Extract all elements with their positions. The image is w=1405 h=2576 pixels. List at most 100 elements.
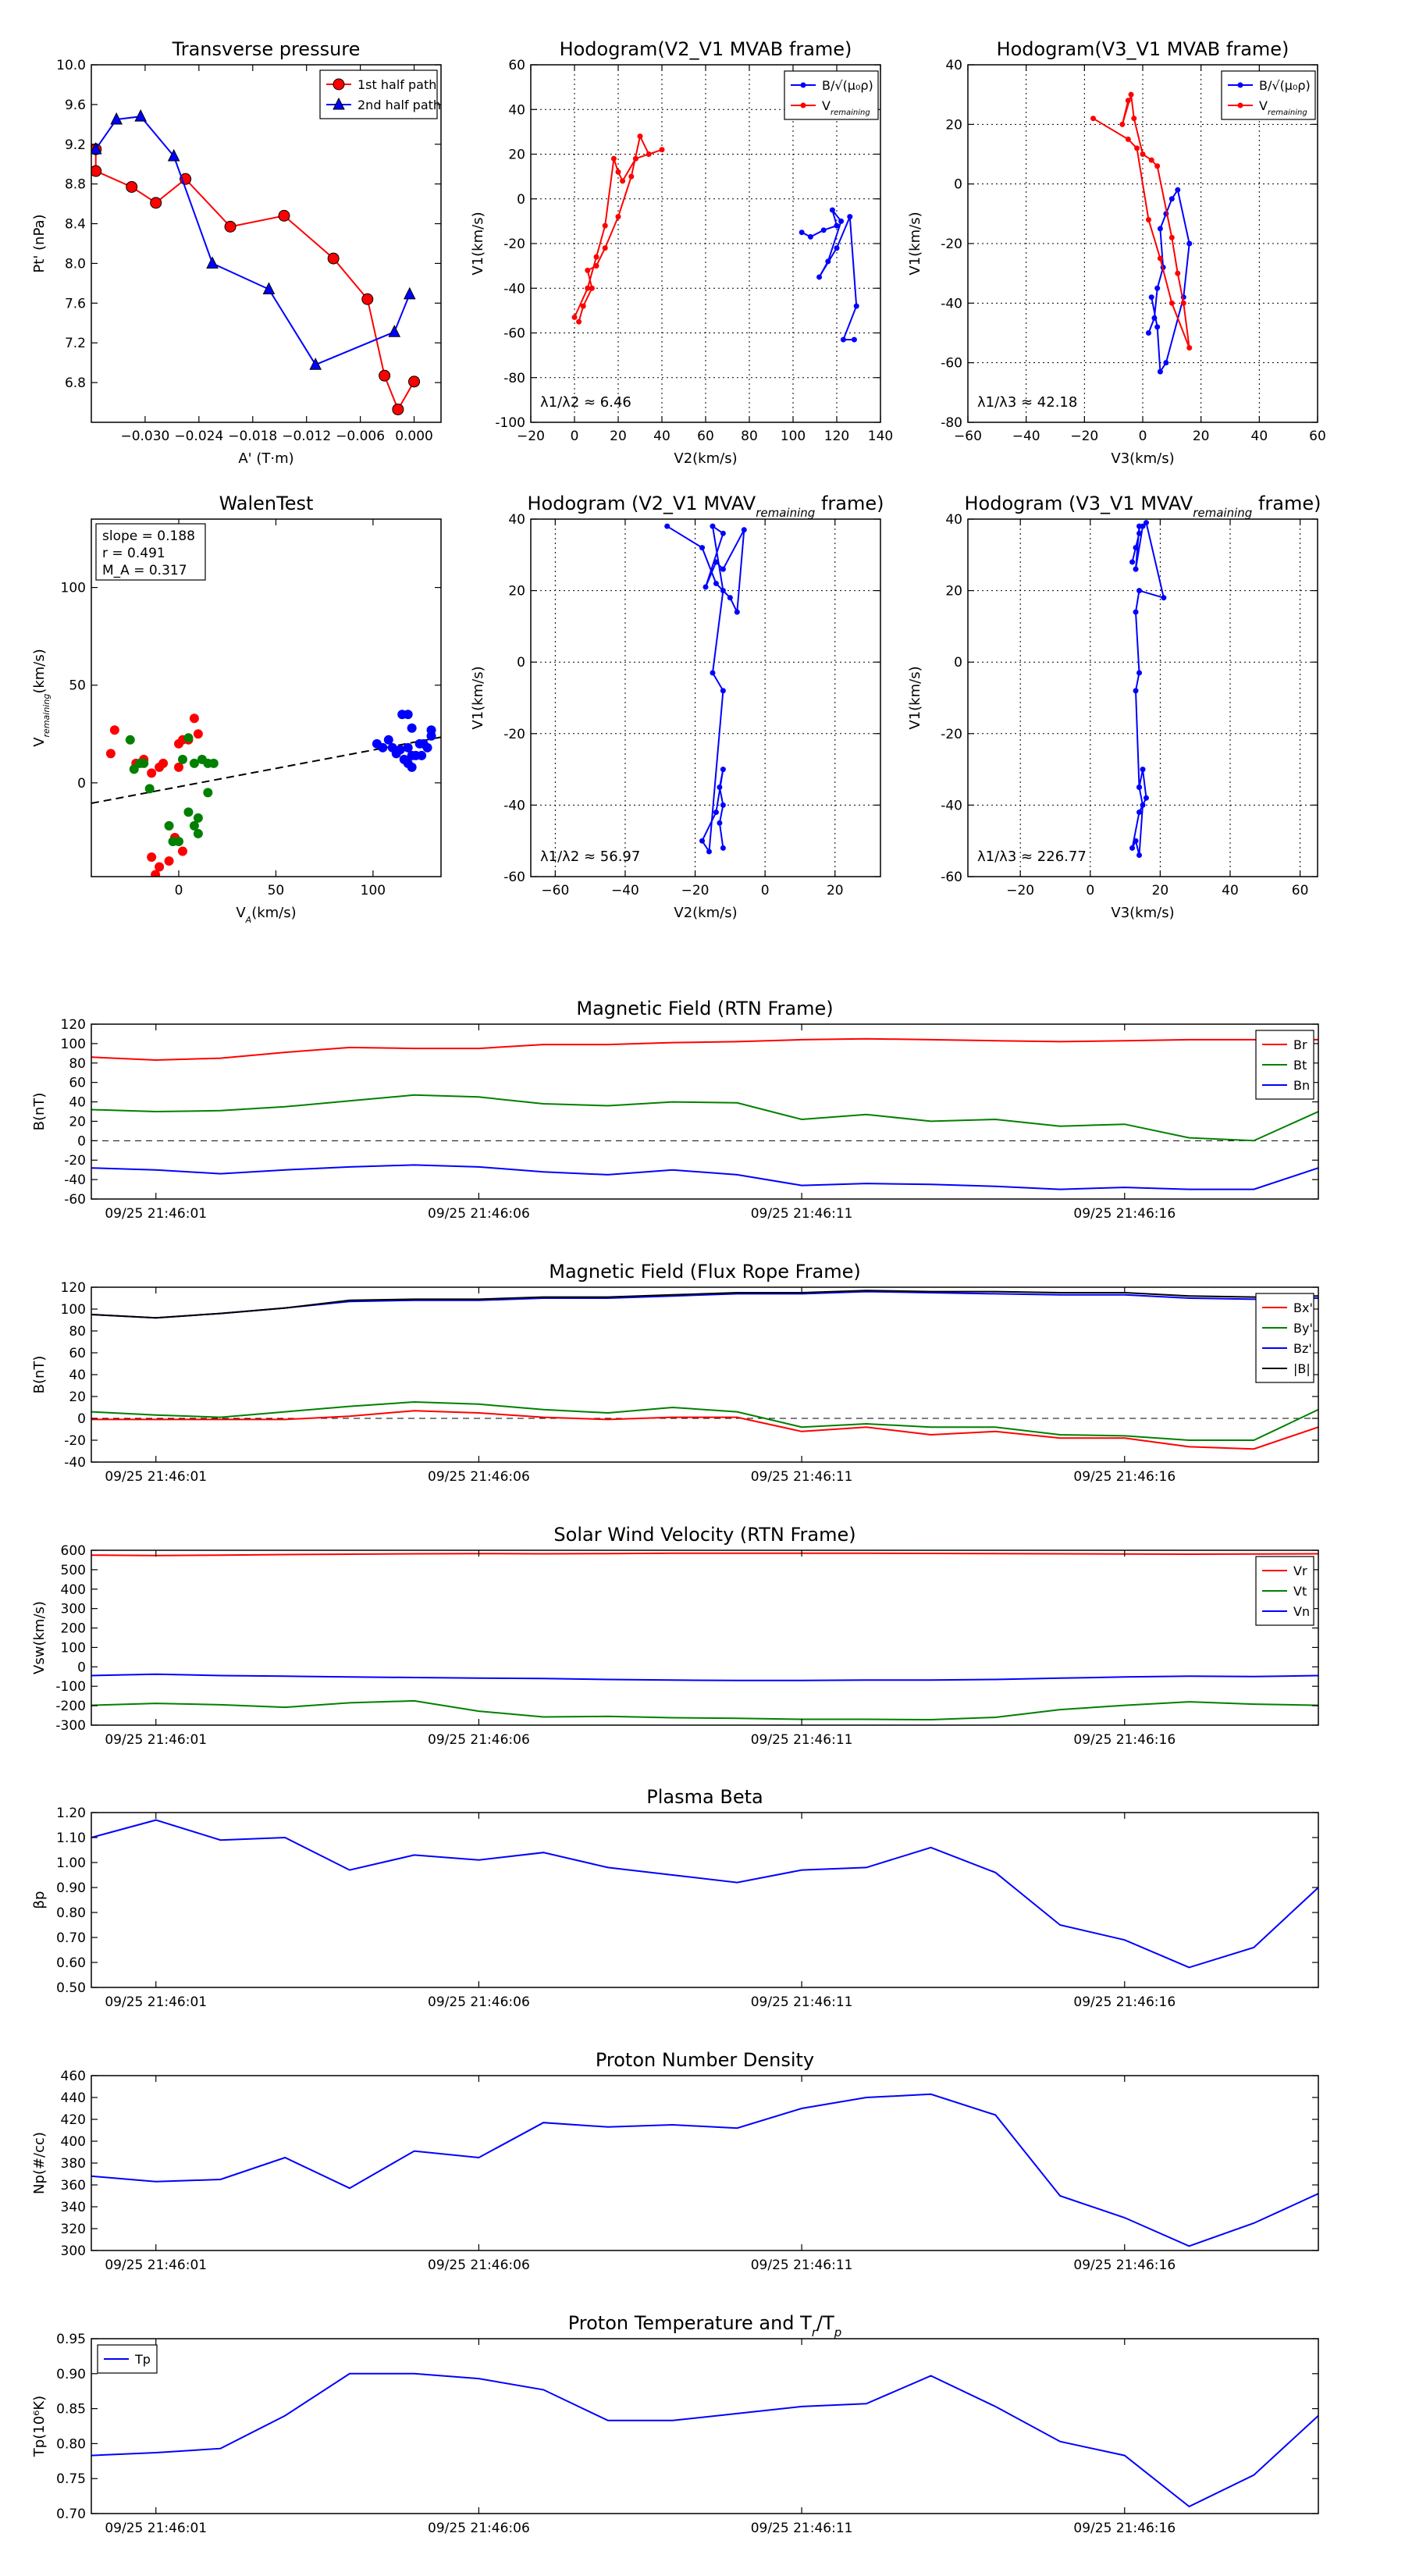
y-tick-label: 0.85	[56, 2402, 86, 2418]
x-tick-label: 140	[868, 429, 893, 444]
mvav1-point	[710, 670, 716, 676]
plot-area-mvav2	[968, 519, 1318, 877]
y-tick-label: 0.90	[56, 1880, 86, 1896]
mvav1-point	[699, 545, 706, 551]
legend-marker	[1237, 102, 1243, 109]
y-tick-label: 40	[69, 1095, 86, 1111]
x-tick-label: 20	[827, 883, 844, 898]
y-tick-label: 0.95	[56, 2332, 86, 2347]
eigenvalue-ratio-annotation: λ1/λ3 ≈ 226.77	[977, 849, 1087, 865]
mvav2-point	[1133, 838, 1139, 844]
walen-point	[125, 735, 135, 745]
y-tick-label: 40	[69, 1368, 86, 1383]
walen-point	[403, 742, 413, 753]
y-axis-label: Np(#/cc)	[31, 2132, 48, 2194]
y-tick-label: 320	[61, 2222, 86, 2237]
y-tick-label: 7.6	[65, 296, 86, 311]
x-axis-label: V2(km/s)	[674, 450, 737, 467]
y-tick-label: 20	[508, 148, 525, 163]
x-tick-label: 09/25 21:46:11	[751, 2258, 853, 2273]
x-tick-label: 09/25 21:46:11	[751, 2521, 853, 2536]
axes-frame	[91, 2338, 1319, 2514]
y-axis-label: V1(km/s)	[907, 666, 923, 729]
legend-label: Bz'	[1293, 1341, 1312, 1356]
mvav1-point	[717, 785, 723, 790]
eigenvalue-ratio-annotation: λ1/λ2 ≈ 56.97	[540, 849, 640, 865]
mvav2-point	[1133, 609, 1139, 615]
axes-frame	[91, 64, 442, 423]
x-tick-label: 09/25 21:46:16	[1073, 2521, 1176, 2536]
walen-point	[105, 749, 116, 759]
legend-marker-circle	[333, 78, 345, 91]
y-axis-label: V1(km/s)	[470, 212, 486, 275]
y-tick-label: 380	[61, 2156, 86, 2172]
x-tick-label: 20	[610, 429, 627, 444]
x-tick-label: 0	[1086, 883, 1094, 898]
legend-label: 2nd half path	[357, 98, 441, 112]
y-tick-label: 300	[61, 1602, 86, 1617]
tp-point-2nd	[110, 112, 123, 125]
axes-frame	[530, 518, 881, 877]
eigenvalue-ratio-annotation: λ1/λ2 ≈ 6.46	[540, 394, 631, 411]
x-tick-label: 09/25 21:46:01	[105, 1994, 207, 2010]
x-tick-label: 09/25 21:46:06	[428, 2521, 530, 2536]
mag_fr-series-Bx'	[91, 1410, 1318, 1450]
hodo1-point	[585, 285, 591, 291]
walen-point	[426, 731, 436, 741]
y-tick-label: 500	[61, 1563, 86, 1578]
hodo1-point	[593, 263, 599, 269]
y-tick-label: 100	[61, 581, 86, 596]
tp-point-2nd	[91, 142, 102, 155]
y-tick-label: -60	[941, 870, 962, 885]
hodo2-point	[1180, 300, 1186, 306]
x-tick-label: −20	[681, 883, 710, 898]
tp-point-2nd	[167, 148, 180, 162]
panel-walen: 0 50 100 0 50 100 WalenTest slope = 0.188 r = 0.…	[31, 493, 442, 925]
axes-frame	[91, 1023, 1319, 1200]
y-axis-label: Pt' (nPa)	[31, 214, 48, 272]
hodo2-point	[1148, 294, 1154, 301]
y-tick-label: 120	[61, 1280, 86, 1296]
x-tick-label: 60	[1309, 429, 1326, 444]
mvav2-point	[1129, 559, 1136, 565]
walen-point	[183, 733, 194, 743]
y-tick-label: -80	[941, 415, 962, 431]
legend-box	[319, 69, 438, 119]
y-tick-label: -40	[503, 281, 525, 297]
walen-point	[147, 852, 157, 862]
y-tick-label: 80	[69, 1324, 86, 1340]
mvav2-point	[1140, 767, 1146, 773]
legend-label: Bt	[1293, 1058, 1307, 1073]
y-tick-label: -60	[503, 326, 525, 342]
y-tick-label: 0.70	[56, 1930, 86, 1946]
panel-density: 300 320 340 360 380 400 420 440 460 09/25 21:46:0…	[31, 2049, 1319, 2273]
mag_rtn-series-Br	[91, 1037, 1318, 1062]
x-tick-label: −40	[611, 883, 639, 898]
y-tick-label: 1.20	[56, 1806, 86, 1821]
hodo1-point	[840, 336, 846, 343]
mvav1-point	[720, 802, 726, 808]
hodo2-point	[1157, 368, 1163, 375]
walen-fit-line	[91, 736, 441, 805]
y-tick-label: 8.8	[65, 177, 86, 193]
x-tick-label: −0.024	[174, 429, 223, 444]
mvav1-point	[727, 595, 733, 601]
y-tick-label: -20	[503, 237, 525, 252]
hodo2-point	[1163, 360, 1169, 366]
walen-r: r = 0.491	[102, 546, 165, 561]
vsw-series-Vr	[91, 1552, 1318, 1557]
tp-point-1st	[224, 220, 237, 233]
tp-point-2nd	[388, 325, 401, 337]
y-tick-label: 400	[61, 1582, 86, 1598]
mvav1-point	[713, 559, 719, 565]
mvav1-point	[706, 849, 712, 855]
hodo1-point	[620, 178, 626, 184]
tp-point-2nd	[206, 256, 219, 269]
hodo1-point	[820, 227, 827, 233]
y-tick-label: -60	[503, 870, 525, 885]
x-axis-label: A' (T·m)	[238, 450, 293, 467]
y-tick-label: 40	[945, 58, 962, 73]
hodo1-point	[799, 229, 805, 236]
tp-point-1st	[126, 180, 138, 193]
x-tick-label: 09/25 21:46:06	[428, 1469, 530, 1485]
